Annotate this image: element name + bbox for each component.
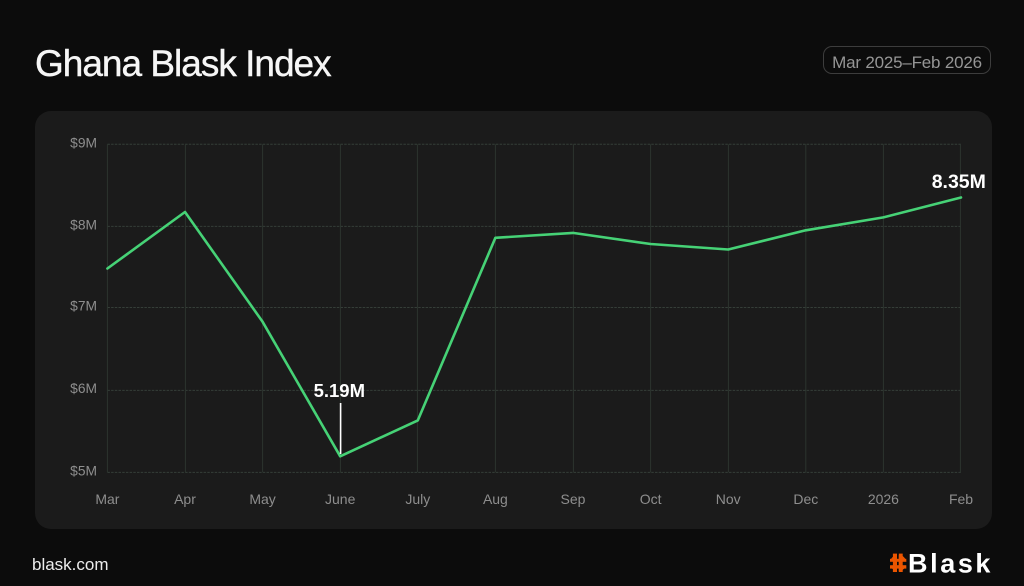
svg-text:$5M: $5M: [70, 463, 97, 478]
svg-text:Mar: Mar: [95, 491, 119, 507]
svg-text:$7M: $7M: [70, 299, 97, 314]
svg-text:$9M: $9M: [70, 135, 97, 150]
svg-text:June: June: [325, 491, 356, 507]
svg-text:Feb: Feb: [949, 491, 973, 507]
svg-text:5.19M: 5.19M: [314, 380, 365, 401]
svg-text:Dec: Dec: [793, 491, 818, 507]
svg-text:Sep: Sep: [561, 491, 586, 507]
svg-text:May: May: [249, 491, 275, 507]
svg-text:8.35M: 8.35M: [932, 171, 986, 193]
svg-text:2026: 2026: [868, 491, 899, 507]
svg-text:Apr: Apr: [174, 491, 196, 507]
svg-text:$8M: $8M: [70, 217, 97, 232]
svg-text:Oct: Oct: [640, 491, 662, 507]
svg-text:$6M: $6M: [70, 381, 97, 396]
svg-text:Blask: Blask: [908, 549, 993, 579]
svg-text:Nov: Nov: [716, 491, 741, 507]
svg-text:July: July: [405, 491, 430, 507]
svg-text:Aug: Aug: [483, 491, 508, 507]
